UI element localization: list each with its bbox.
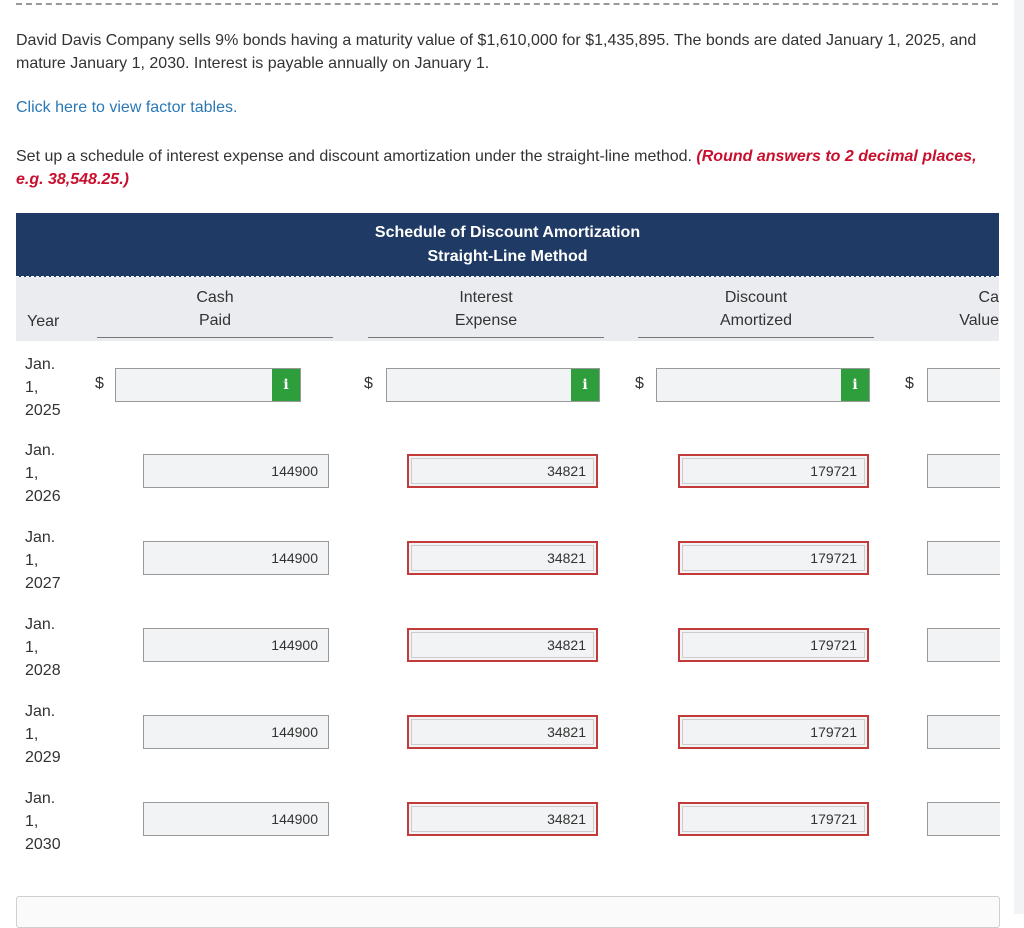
cash-paid-value: 144900 [271, 550, 318, 566]
year-label-part: 2030 [25, 836, 61, 853]
info-icon[interactable]: i [571, 369, 599, 401]
year-label-part: 2026 [25, 488, 61, 505]
interest-expense-value: 34821 [547, 637, 586, 653]
cash-paid-input[interactable]: 144900 [143, 628, 329, 662]
interest-expense-input[interactable]: i [386, 368, 600, 402]
info-icon[interactable]: i [841, 369, 869, 401]
amortization-schedule: Schedule of Discount Amortization Straig… [16, 213, 1000, 863]
table-row: Jan. 1, 2027 144900 34821 179721 [16, 515, 1000, 602]
currency-symbol: $ [95, 375, 104, 392]
table-row: Jan. 1, 2026 144900 34821 179721 [16, 428, 1000, 515]
table-row: Jan. 1, 2028 144900 34821 179721 [16, 602, 1000, 689]
problem-statement: David Davis Company sells 9% bonds havin… [16, 32, 977, 72]
schedule-title: Schedule of Discount Amortization Straig… [16, 213, 999, 277]
discount-amortized-value: 179721 [810, 550, 857, 566]
year-label: Jan. 1, 2026 [25, 439, 61, 508]
interest-expense-value: 34821 [547, 724, 586, 740]
interest-expense-value: 34821 [547, 811, 586, 827]
year-label-part: 1, [25, 639, 39, 656]
year-label-part: Jan. [25, 616, 56, 633]
top-divider [16, 3, 998, 5]
cash-paid-input[interactable]: 144900 [143, 802, 329, 836]
year-label-part: Jan. [25, 356, 56, 373]
discount-amortized-input[interactable]: i [656, 368, 870, 402]
interest-expense-input[interactable]: 34821 [407, 628, 598, 662]
interest-expense-input[interactable]: 34821 [407, 454, 598, 488]
carrying-value-input[interactable] [927, 454, 1000, 488]
cash-paid-input[interactable]: 144900 [143, 715, 329, 749]
discount-amortized-value: 179721 [810, 463, 857, 479]
column-headers: Year Cash Paid Interest Expense Discount Am… [16, 277, 999, 341]
instruction: Set up a schedule of interest expense an… [16, 145, 1006, 191]
cash-paid-input[interactable]: i [115, 368, 301, 402]
table-row: Jan. 1, 2029 144900 34821 179721 [16, 689, 1000, 776]
header-year: Year [27, 313, 60, 330]
factor-tables-link[interactable]: Click here to view factor tables. [16, 99, 238, 116]
year-label-part: 2029 [25, 749, 61, 766]
info-icon[interactable]: i [272, 369, 300, 401]
year-label: Jan. 1, 2028 [25, 613, 61, 682]
currency-symbol: $ [635, 375, 644, 392]
currency-symbol: $ [364, 375, 373, 392]
carrying-value-input[interactable] [927, 802, 1000, 836]
currency-symbol: $ [905, 375, 914, 392]
year-label-part: 1, [25, 726, 39, 743]
year-label-part: 2028 [25, 662, 61, 679]
discount-amortized-input[interactable]: 179721 [678, 541, 869, 575]
discount-amortized-value: 179721 [810, 811, 857, 827]
year-label: Jan. 1, 2025 [25, 353, 61, 422]
year-label-part: 2025 [25, 402, 61, 419]
discount-amortized-input[interactable]: 179721 [678, 454, 869, 488]
carrying-value-input[interactable] [927, 628, 1000, 662]
header-discount-amortized: Discount Amortized [638, 286, 874, 338]
interest-expense-value: 34821 [547, 463, 586, 479]
year-label: Jan. 1, 2029 [25, 700, 61, 769]
carrying-value-input[interactable] [927, 541, 1000, 575]
cash-paid-value: 144900 [271, 724, 318, 740]
year-label: Jan. 1, 2027 [25, 526, 61, 595]
year-label-part: 1, [25, 552, 39, 569]
interest-expense-input[interactable]: 34821 [407, 541, 598, 575]
carrying-value-input[interactable] [927, 715, 1000, 749]
header-cash-paid: Cash Paid [97, 286, 333, 338]
discount-amortized-input[interactable]: 179721 [678, 628, 869, 662]
carrying-value-input[interactable] [927, 368, 1000, 402]
instruction-text: Set up a schedule of interest expense an… [16, 148, 697, 165]
year-label-part: 2027 [25, 575, 61, 592]
year-label-part: Jan. [25, 790, 56, 807]
interest-expense-value: 34821 [547, 550, 586, 566]
discount-amortized-value: 179721 [810, 637, 857, 653]
cash-paid-value: 144900 [271, 463, 318, 479]
discount-amortized-input[interactable]: 179721 [678, 715, 869, 749]
schedule-title-line2: Straight-Line Method [427, 248, 588, 265]
rounding-note: (Round answers to 2 decimal places, e.g.… [16, 148, 977, 188]
discount-amortized-value: 179721 [810, 724, 857, 740]
discount-amortized-input[interactable]: 179721 [678, 802, 869, 836]
year-label-part: Jan. [25, 442, 56, 459]
header-carrying-value: Ca Value [908, 286, 999, 332]
header-interest-expense: Interest Expense [368, 286, 604, 338]
table-row: Jan. 1, 2030 144900 34821 179721 [16, 776, 1000, 863]
cash-paid-value: 144900 [271, 637, 318, 653]
year-label-part: 1, [25, 379, 39, 396]
year-label-part: Jan. [25, 703, 56, 720]
cash-paid-input[interactable]: 144900 [143, 454, 329, 488]
schedule-rows: Jan. 1, 2025 $ i $ i $ i $ Jan. 1, 2026 144900 34821 17… [16, 341, 1000, 863]
interest-expense-input[interactable]: 34821 [407, 715, 598, 749]
year-label-part: 1, [25, 465, 39, 482]
schedule-title-line1: Schedule of Discount Amortization [374, 224, 641, 241]
cash-paid-input[interactable]: 144900 [143, 541, 329, 575]
bottom-panel [16, 896, 1000, 928]
table-row: Jan. 1, 2025 $ i $ i $ i $ [16, 341, 1000, 428]
year-label-part: Jan. [25, 529, 56, 546]
scroll-rail[interactable] [1014, 0, 1024, 914]
cash-paid-value: 144900 [271, 811, 318, 827]
year-label: Jan. 1, 2030 [25, 787, 61, 856]
year-label-part: 1, [25, 813, 39, 830]
interest-expense-input[interactable]: 34821 [407, 802, 598, 836]
